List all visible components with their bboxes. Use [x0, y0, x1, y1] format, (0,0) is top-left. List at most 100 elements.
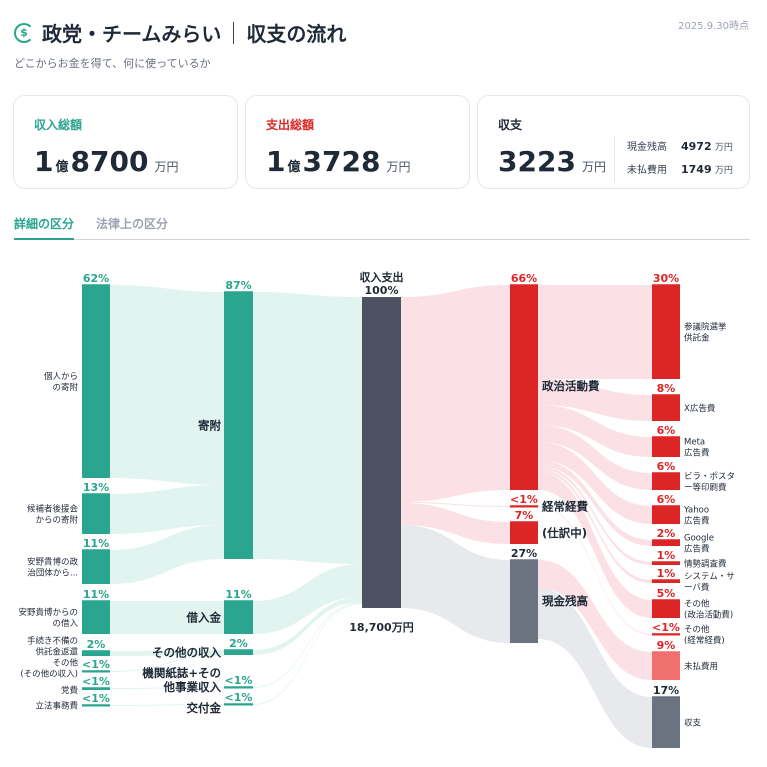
flow-koenkai-kifu[interactable]: [110, 485, 224, 534]
node-bar[interactable]: [652, 600, 680, 618]
node-bar[interactable]: [510, 285, 538, 490]
node-kofukin[interactable]: <1%交付金: [187, 691, 254, 715]
node-x_ad[interactable]: 8% X広告費: [652, 382, 716, 421]
flow-tetsuzuki-sonota_income[interactable]: [110, 650, 224, 656]
flow-seiji-sonota_seiji[interactable]: [538, 472, 652, 618]
flow-kofukin-total[interactable]: [253, 603, 362, 705]
node-sonota_src[interactable]: <1% その他(その他の収入): [20, 657, 110, 679]
node-bar[interactable]: [652, 562, 680, 565]
node-bar[interactable]: [652, 437, 680, 457]
tab-detail[interactable]: 詳細の区分: [14, 213, 75, 240]
flow-kikanshi-total[interactable]: [253, 602, 362, 688]
node-sonota_income[interactable]: 2% その他の収入: [152, 637, 253, 660]
flow-seiji-kyotaku[interactable]: [538, 285, 652, 379]
node-bar[interactable]: [82, 651, 110, 656]
node-bar[interactable]: [362, 297, 401, 608]
flow-kariire-total[interactable]: [253, 564, 362, 634]
node-label: 広告費: [684, 543, 710, 554]
node-bar[interactable]: [652, 697, 680, 748]
node-label: 交付金: [187, 701, 222, 715]
node-bar[interactable]: [224, 292, 253, 559]
expense-card: 支出総額 1 億 3728 万円: [245, 95, 470, 189]
node-kifu[interactable]: 87% 寄附: [198, 279, 253, 559]
node-bar[interactable]: [82, 285, 110, 478]
node-bar[interactable]: [82, 494, 110, 534]
node-bar[interactable]: [82, 688, 110, 690]
node-josei[interactable]: 1% 情勢調査費: [652, 549, 727, 569]
flow-kifu-total[interactable]: [253, 292, 362, 564]
node-label: (経常経費): [684, 635, 725, 646]
node-bar[interactable]: [510, 560, 538, 643]
node-label: 現金残高: [542, 594, 588, 608]
flow-total-cash[interactable]: [401, 525, 510, 643]
node-shiwake[interactable]: 7% (仕訳中): [510, 509, 587, 544]
node-percent: 6%: [657, 424, 676, 437]
node-bar[interactable]: [82, 601, 110, 634]
node-sonota_keijo[interactable]: <1% その他(経常経費): [652, 621, 725, 646]
flow-keijo-sonota_keijo[interactable]: [538, 506, 652, 635]
node-keijo[interactable]: <1% 経常経費: [510, 493, 588, 514]
flow-seiji-x_ad[interactable]: [538, 379, 652, 421]
flow-dantai-kifu[interactable]: [110, 525, 224, 584]
flow-cash-shushi[interactable]: [538, 588, 652, 748]
flow-tohi-kikanshi[interactable]: [110, 687, 224, 689]
flow-kariire_src-kariire[interactable]: [110, 601, 224, 634]
node-bar[interactable]: [652, 506, 680, 524]
node-percent: 27%: [511, 547, 537, 560]
flow-sonota_src-sonota_income[interactable]: [110, 655, 224, 672]
node-bar[interactable]: [652, 395, 680, 421]
flow-kojin-kifu[interactable]: [110, 285, 224, 485]
node-bar[interactable]: [652, 652, 680, 680]
node-label: 情勢調査費: [684, 558, 727, 569]
node-label: 参議院選挙: [684, 321, 727, 332]
node-seiji[interactable]: 66% 政治活動費: [510, 272, 600, 490]
flow-total-seiji[interactable]: [401, 285, 510, 502]
node-label: 広告費: [684, 447, 710, 458]
node-mibarai[interactable]: 9% 未払費用: [652, 639, 718, 680]
node-dantai[interactable]: 11% 安野貴博の政治団体から...: [27, 537, 110, 584]
flow-seiji-google_ad[interactable]: [538, 460, 652, 546]
flow-total-shiwake[interactable]: [401, 503, 510, 544]
node-bar[interactable]: [652, 285, 680, 379]
tab-legal[interactable]: 法律上の区分: [96, 217, 169, 231]
node-kariire[interactable]: 11%借入金: [186, 588, 254, 634]
node-label: 収入支出: [360, 270, 404, 284]
flow-seiji-josei[interactable]: [538, 466, 652, 565]
node-label: 政治活動費: [542, 379, 600, 393]
node-bar[interactable]: [224, 650, 253, 655]
flow-rippo-kofukin[interactable]: [110, 704, 224, 706]
flow-sonota_income-total[interactable]: [253, 597, 362, 655]
flow-seiji-yahoo_ad[interactable]: [538, 442, 652, 524]
node-shushi[interactable]: 17% 収支: [652, 684, 702, 748]
flow-seiji-meta_ad[interactable]: [538, 405, 652, 457]
node-sonota_seiji[interactable]: 5% その他(政治活動費): [652, 587, 733, 620]
node-bar[interactable]: [82, 550, 110, 584]
flow-seiji-system[interactable]: [538, 469, 652, 583]
flow-seiji-bira[interactable]: [538, 425, 652, 490]
node-bar[interactable]: [652, 540, 680, 546]
expense-value: 3728: [302, 145, 381, 178]
node-label: その他の収入: [152, 646, 221, 660]
node-cash[interactable]: 27% 現金残高: [510, 547, 588, 643]
flow-cash-mibarai[interactable]: [538, 560, 652, 680]
node-tohi[interactable]: <1%党費: [61, 675, 110, 696]
node-bar[interactable]: [510, 522, 538, 544]
node-bar[interactable]: [652, 473, 680, 490]
flow-total-keijo[interactable]: [401, 502, 510, 507]
node-rippo[interactable]: <1% 立法事務費: [35, 692, 110, 711]
node-bar[interactable]: [224, 601, 253, 634]
subtitle: どこからお金を得て、何に使っているか: [14, 57, 211, 70]
node-bar[interactable]: [652, 580, 680, 583]
